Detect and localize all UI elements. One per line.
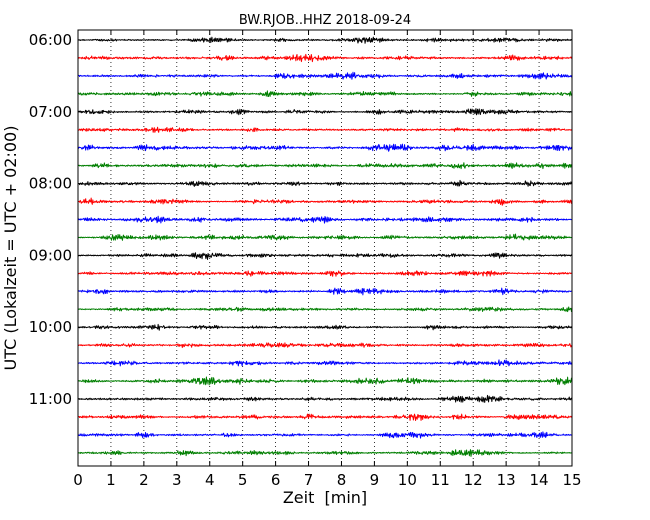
seismic-trace — [77, 36, 573, 44]
x-tick-label: 9 — [370, 471, 380, 489]
seismic-trace — [77, 449, 573, 457]
x-tick-label: 5 — [238, 471, 248, 489]
x-tick-label: 11 — [431, 471, 450, 489]
y-tick-label: 06:00 — [29, 31, 72, 49]
x-tick-label: 14 — [530, 471, 549, 489]
plot-frame — [77, 29, 573, 467]
x-tick-label: 6 — [271, 471, 281, 489]
x-tick-label: 0 — [73, 471, 83, 489]
seismic-trace — [77, 252, 573, 260]
x-tick-label: 12 — [464, 471, 483, 489]
seismic-trace — [77, 90, 573, 97]
seismic-trace — [77, 394, 573, 403]
seismic-trace — [77, 108, 573, 116]
seismic-trace — [77, 53, 573, 63]
seismic-trace — [77, 270, 573, 277]
seismic-trace — [77, 376, 573, 386]
seismic-trace — [77, 126, 573, 133]
seismic-trace — [77, 215, 573, 224]
x-axis-label: Zeit [min] — [283, 488, 367, 507]
y-axis-label: UTC (Lokalzeit = UTC + 02:00) — [1, 126, 20, 371]
seismic-trace — [77, 233, 573, 241]
seismic-trace — [77, 342, 573, 349]
y-axis: 06:00 07:00 08:00 09:00 10:00 11:00 — [29, 31, 572, 408]
x-tick-label: 4 — [205, 471, 215, 489]
x-tick-label: 10 — [398, 471, 417, 489]
seismic-trace — [77, 179, 573, 187]
seismic-trace — [77, 413, 573, 422]
x-tick-label: 3 — [172, 471, 182, 489]
seismic-trace — [77, 197, 573, 206]
vertical-grid — [110, 30, 540, 466]
seismic-trace — [77, 71, 573, 80]
x-tick-label: 1 — [106, 471, 116, 489]
seismic-trace — [77, 306, 573, 313]
x-axis: 0 1 2 3 4 5 6 7 8 9 10 11 12 13 14 15 — [73, 30, 582, 489]
plot-area — [78, 30, 572, 466]
y-tick-label: 08:00 — [29, 175, 72, 193]
x-tick-label: 7 — [304, 471, 314, 489]
seismic-trace — [77, 162, 573, 170]
seismic-trace — [77, 359, 573, 367]
trace-group — [77, 36, 573, 457]
y-tick-label: 11:00 — [29, 390, 72, 408]
x-tick-label: 8 — [337, 471, 347, 489]
x-tick-label: 2 — [139, 471, 149, 489]
seismic-trace — [77, 431, 573, 439]
y-tick-label: 07:00 — [29, 103, 72, 121]
y-tick-label: 09:00 — [29, 246, 72, 264]
seismic-trace — [77, 287, 573, 296]
x-tick-label: 15 — [562, 471, 581, 489]
x-tick-label: 13 — [497, 471, 516, 489]
seismic-trace — [77, 143, 573, 152]
y-tick-label: 10:00 — [29, 318, 72, 336]
seismic-trace — [77, 323, 573, 331]
chart-title: BW.RJOB..HHZ 2018-09-24 — [239, 13, 411, 28]
